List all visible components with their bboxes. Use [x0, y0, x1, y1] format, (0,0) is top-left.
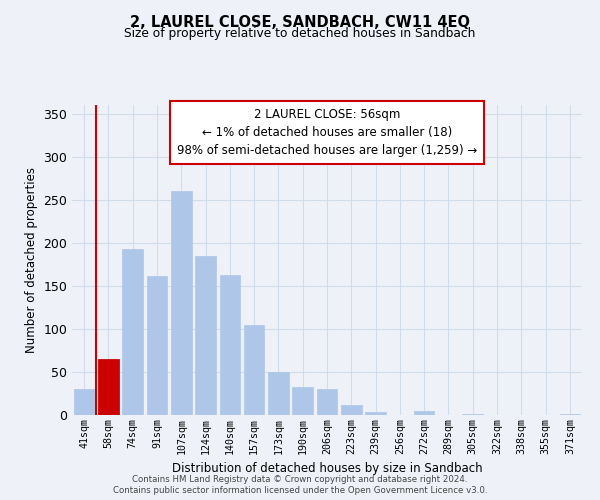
Text: Contains HM Land Registry data © Crown copyright and database right 2024.: Contains HM Land Registry data © Crown c…	[132, 475, 468, 484]
Text: Size of property relative to detached houses in Sandbach: Size of property relative to detached ho…	[124, 28, 476, 40]
Bar	[268, 372, 289, 415]
Bar	[122, 249, 143, 415]
Bar	[74, 389, 94, 415]
Bar	[220, 274, 240, 415]
Text: 2 LAUREL CLOSE: 56sqm
← 1% of detached houses are smaller (18)
98% of semi-detac: 2 LAUREL CLOSE: 56sqm ← 1% of detached h…	[177, 108, 477, 157]
Text: 2, LAUREL CLOSE, SANDBACH, CW11 4EQ: 2, LAUREL CLOSE, SANDBACH, CW11 4EQ	[130, 15, 470, 30]
Bar	[171, 191, 191, 415]
Text: Contains public sector information licensed under the Open Government Licence v3: Contains public sector information licen…	[113, 486, 487, 495]
Bar	[341, 404, 362, 415]
Bar	[560, 414, 580, 415]
Bar	[146, 276, 167, 415]
Bar	[463, 414, 483, 415]
Bar	[244, 326, 265, 415]
Bar	[365, 412, 386, 415]
Bar	[98, 359, 119, 415]
Bar	[292, 388, 313, 415]
Bar	[98, 359, 119, 415]
Bar	[195, 256, 216, 415]
Bar	[414, 410, 434, 415]
Bar	[317, 389, 337, 415]
X-axis label: Distribution of detached houses by size in Sandbach: Distribution of detached houses by size …	[172, 462, 482, 475]
Y-axis label: Number of detached properties: Number of detached properties	[25, 167, 38, 353]
